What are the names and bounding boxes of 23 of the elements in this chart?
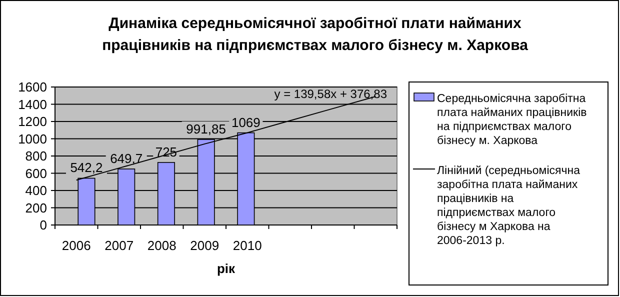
- x-tick-label: 2007: [104, 238, 134, 253]
- y-tick-label: 800: [25, 148, 47, 164]
- chart-title: Динаміка середньомісячної заробітної плати найманих працівників на підприємствах малого бізнесу м. Харкова: [102, 15, 529, 54]
- y-tick-label: 1000: [18, 131, 47, 146]
- y-tick-label: 1400: [18, 96, 47, 112]
- x-tick-label: 2009: [190, 238, 220, 253]
- legend-label: Середньомісячна заробітна плата найманих працівників на підприємствах малого бізнесу м. Харкова: [437, 93, 587, 147]
- data-label: 1069: [231, 114, 260, 130]
- x-tick-label: 2010: [232, 238, 262, 253]
- data-label: 991,85: [186, 121, 226, 136]
- x-tick-label: 2006: [62, 238, 91, 253]
- y-tick-label: 400: [25, 183, 47, 198]
- y-tick-label: 0: [40, 218, 47, 232]
- x-axis-title: рік: [216, 261, 236, 276]
- y-tick-label: 600: [25, 166, 47, 181]
- annotation: y = 139,58x + 376,83: [274, 87, 388, 101]
- legend-label: Лінійний (середньомісячна заробітна плата найманих працівників на підприємствах малого бізнесу м Харкова на 2006-2013 р.: [437, 165, 581, 247]
- y-tick-label: 1200: [18, 114, 47, 129]
- data-label: 649,7: [110, 150, 143, 166]
- y-tick-label: 200: [25, 200, 47, 216]
- y-tick-label: 1600: [18, 80, 47, 94]
- x-tick-label: 2008: [147, 238, 176, 253]
- data-label: 542,2: [70, 160, 103, 176]
